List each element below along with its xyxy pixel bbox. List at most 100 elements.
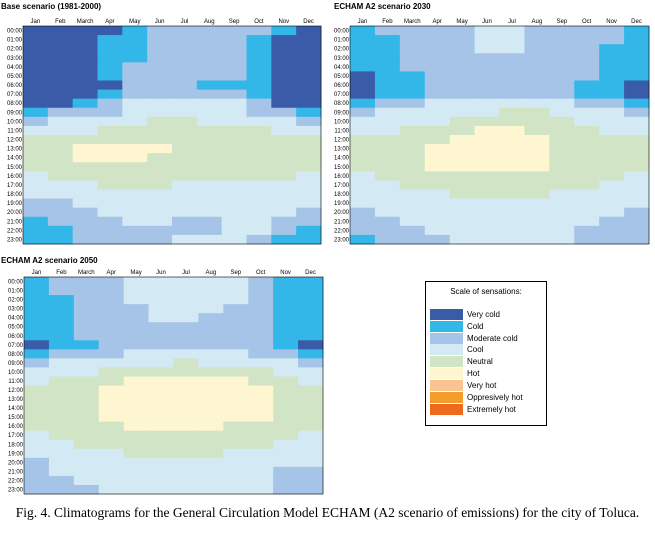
heatmap-cell: [246, 53, 272, 63]
heatmap-cell: [273, 286, 299, 296]
heatmap-cell: [198, 439, 224, 450]
heatmap-cell: [198, 376, 224, 386]
heatmap-cell: [574, 153, 600, 163]
heatmap-cell: [449, 216, 475, 227]
month-label: Nov: [278, 19, 289, 25]
heatmap-cell: [72, 125, 98, 136]
heatmap-cell: [98, 376, 125, 386]
heatmap-cell: [474, 153, 500, 163]
heatmap-cell: [248, 358, 274, 368]
hour-label: 07:00: [7, 92, 23, 98]
heatmap-cell: [223, 448, 249, 459]
heatmap-cell: [246, 89, 272, 100]
heatmap-cell: [298, 385, 324, 395]
heatmap-cell: [296, 71, 322, 81]
heatmap-cell: [223, 358, 249, 368]
heatmap-cell: [23, 234, 49, 245]
heatmap-cell: [248, 421, 274, 432]
heatmap-cell: [221, 189, 247, 199]
heatmap-cell: [298, 475, 324, 486]
heatmap-cell: [198, 466, 224, 477]
month-label: Jul: [508, 19, 516, 25]
heatmap-cell: [72, 80, 98, 90]
hour-label: 23:00: [8, 488, 24, 494]
heatmap-cell: [221, 207, 247, 218]
heatmap-cell: [221, 44, 247, 54]
heatmap-cell: [399, 125, 426, 136]
heatmap-cell: [296, 62, 322, 72]
heatmap-cell: [23, 216, 49, 227]
heatmap-cell: [374, 62, 401, 72]
heatmap-cell: [350, 116, 376, 127]
heatmap-cell: [48, 277, 75, 287]
heatmap-cell: [499, 71, 525, 81]
heatmap-cell: [198, 430, 224, 441]
heatmap-cell: [248, 340, 274, 350]
heatmap-cell: [98, 448, 125, 459]
heatmap-cell: [499, 171, 525, 181]
heatmap-cell: [246, 234, 272, 245]
legend-row-cold: Cold: [430, 320, 483, 332]
heatmap-cell: [147, 180, 173, 190]
month-label: Jun: [155, 19, 165, 25]
heatmap-cell: [97, 171, 123, 181]
heatmap-cell: [599, 162, 625, 172]
heatmap-cell: [246, 216, 272, 227]
heatmap-cell: [98, 295, 125, 305]
month-label: Dec: [305, 270, 316, 276]
heatmap-cell: [273, 448, 299, 459]
heatmap-cell: [24, 421, 50, 432]
heatmap-cell: [449, 207, 475, 218]
heatmap-cell: [549, 44, 575, 54]
heatmap-cell: [424, 35, 451, 45]
heatmap-cell: [549, 144, 575, 154]
hour-label: 23:00: [7, 238, 23, 244]
heatmap-cell: [147, 98, 173, 109]
heatmap-cell: [148, 412, 174, 423]
plot-frame: [23, 276, 324, 495]
heatmap-cell: [350, 153, 376, 163]
heatmap-cell: [296, 44, 322, 54]
heatmap-cell: [147, 35, 173, 45]
heatmap-cell: [122, 98, 148, 109]
heatmap-cell: [24, 313, 50, 323]
heatmap-cell: [549, 234, 575, 245]
heatmap-cell: [123, 331, 149, 341]
heatmap-cell: [524, 107, 550, 118]
heatmap-cell: [196, 44, 223, 54]
heatmap-cell: [23, 153, 49, 163]
heatmap-cell: [148, 367, 174, 377]
heatmap-cell: [599, 125, 625, 136]
heatmap-cell: [72, 189, 98, 199]
heatmap-cell: [424, 234, 451, 245]
heatmap-cell: [549, 62, 575, 72]
chart-title: ECHAM A2 scenario 2030: [334, 2, 431, 11]
heatmap-cell: [298, 421, 324, 432]
heatmap-cell: [248, 412, 274, 423]
heatmap-cell: [599, 80, 625, 90]
heatmap-cell: [350, 26, 376, 36]
heatmap-cell: [273, 367, 299, 377]
heatmap-cell: [474, 180, 500, 190]
hour-label: 11:00: [7, 129, 22, 135]
hour-label: 10:00: [8, 370, 24, 376]
heatmap-cell: [148, 331, 174, 341]
heatmap-cell: [273, 340, 299, 350]
heatmap-cell: [47, 180, 74, 190]
heatmap-cell: [271, 234, 297, 245]
heatmap-cell: [147, 144, 173, 154]
heatmap-cell: [173, 457, 199, 468]
heatmap-cell: [271, 171, 297, 181]
heatmap-cell: [23, 98, 49, 109]
heatmap-cell: [474, 189, 500, 199]
heatmap-cell: [624, 35, 650, 45]
heatmap-cell: [248, 331, 274, 341]
heatmap-cell: [399, 207, 426, 218]
heatmap-cell: [221, 98, 247, 109]
heatmap-cell: [123, 313, 149, 323]
heatmap-cell: [474, 89, 500, 100]
heatmap-cell: [172, 71, 198, 81]
heatmap-cell: [148, 457, 174, 468]
heatmap-cell: [196, 125, 223, 136]
heatmap-cell: [196, 162, 223, 172]
